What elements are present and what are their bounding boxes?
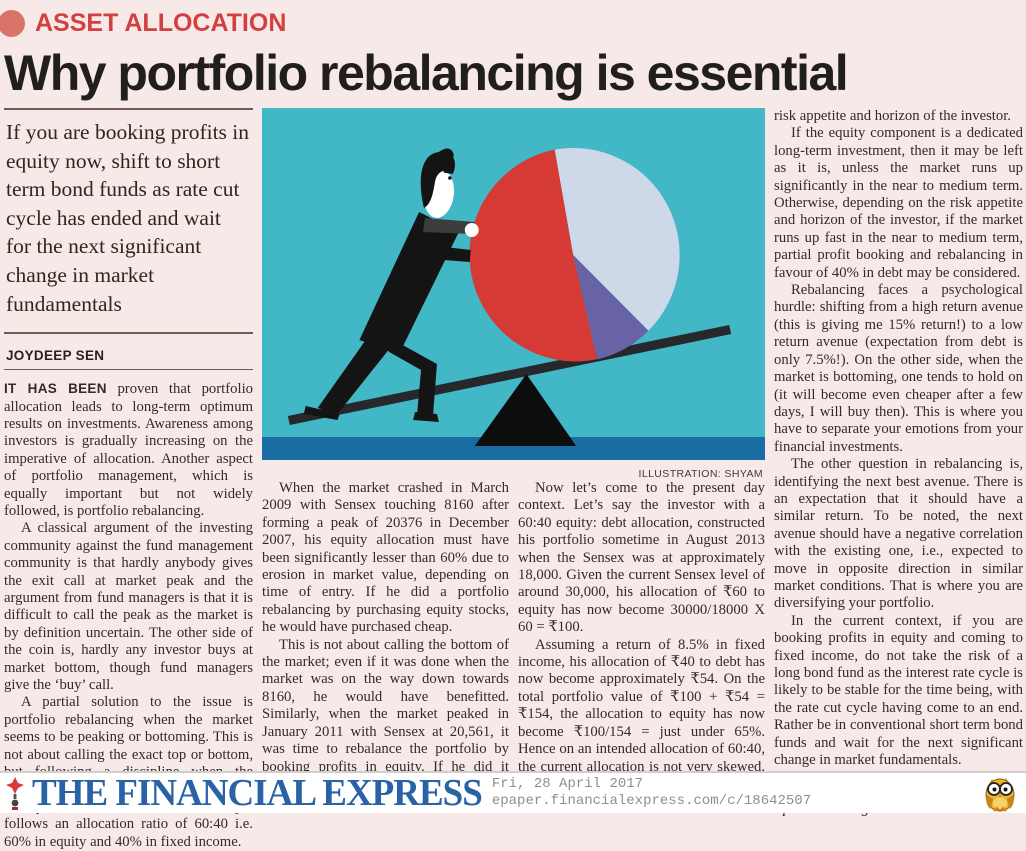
- figure-hair: [420, 151, 456, 208]
- figure-eyebrow: [443, 170, 453, 174]
- paragraph: The other question in rebalancing is, id…: [774, 456, 1023, 612]
- illustration-cell: ILLUSTRATION: SHYAM: [262, 108, 765, 480]
- standfirst: If you are booking profits in equity now…: [4, 108, 253, 335]
- column-left: If you are booking profits in equity now…: [4, 108, 253, 851]
- pie-slice-red: [469, 149, 598, 362]
- paragraph: In the current context, if you are booki…: [774, 612, 1023, 769]
- section-bullet-icon: [0, 10, 25, 37]
- paragraph: If the equity component is a dedicated l…: [774, 125, 1023, 281]
- article-body: If you are booking profits in equity now…: [0, 104, 1026, 850]
- masthead-emblem-icon: [6, 777, 24, 810]
- section-label: ASSET ALLOCATION: [35, 9, 287, 37]
- section-header: ASSET ALLOCATION: [0, 0, 1026, 38]
- paragraph: When the market crashed in March 2009 wi…: [262, 480, 509, 636]
- lead-in: IT HAS BEEN: [4, 381, 107, 397]
- paragraph: Rebalancing faces a psychological hurdle…: [774, 282, 1023, 455]
- footer-meta: Fri, 28 April 2017 epaper.financialexpre…: [492, 776, 811, 811]
- figure-back-leg: [317, 332, 394, 414]
- illustration-credit: ILLUSTRATION: SHYAM: [638, 468, 763, 480]
- figure-front-foot: [413, 412, 439, 422]
- figure-hair-tuft: [438, 148, 454, 164]
- column-right: risk appetite and horizon of the investo…: [774, 108, 1023, 851]
- byline-block: JOYDEEP SEN: [4, 334, 253, 371]
- figure-eye: [448, 176, 452, 180]
- figure-lower-arm: [417, 244, 471, 262]
- owl-logo-icon: [985, 778, 1015, 813]
- floor-strip: [262, 437, 765, 460]
- figure-front-leg: [373, 332, 437, 416]
- paragraph: risk appetite and horizon of the investo…: [774, 108, 1011, 124]
- byline: JOYDEEP SEN: [6, 348, 105, 364]
- footer-url: epaper.financialexpress.com/c/18642507: [491, 793, 812, 809]
- figure-upper-arm: [423, 218, 475, 234]
- article-headline: Why portfolio rebalancing is essential: [4, 45, 849, 101]
- figure-back-foot: [303, 406, 340, 420]
- masthead-title: THE FINANCIAL EXPRESS: [32, 772, 483, 814]
- footer-date: Fri, 28 April 2017: [491, 775, 644, 792]
- paragraph: A classical argument of the investing co…: [4, 520, 253, 694]
- paragraph: Now let’s come to the present day contex…: [518, 480, 765, 636]
- pie-slice-light: [554, 147, 680, 331]
- seesaw-fulcrum: [474, 374, 577, 446]
- illustration-image: [262, 108, 765, 460]
- pie-slice-purple: [573, 255, 649, 360]
- figure-hand: [464, 223, 479, 237]
- paragraph-text: proven that portfolio allocation leads t…: [4, 381, 253, 519]
- paragraph: IT HAS BEEN proven that portfolio alloca…: [4, 380, 253, 520]
- epaper-footer: THE FINANCIAL EXPRESS Fri, 28 April 2017…: [0, 771, 1026, 813]
